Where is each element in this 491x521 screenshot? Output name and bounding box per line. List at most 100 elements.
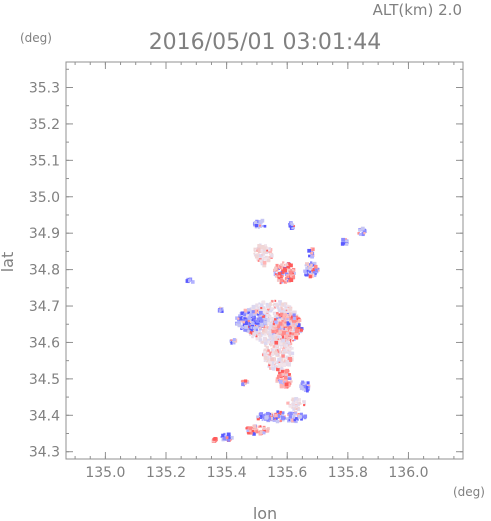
- data-point: [290, 405, 295, 409]
- data-point: [298, 327, 301, 330]
- y-unit-label: (deg): [20, 31, 52, 45]
- data-point: [303, 404, 306, 407]
- data-point: [232, 338, 236, 342]
- data-point: [246, 314, 249, 317]
- data-point: [243, 319, 246, 322]
- data-point: [258, 224, 262, 227]
- data-point: [260, 324, 264, 328]
- data-point: [287, 315, 291, 319]
- data-point: [258, 323, 262, 327]
- data-point: [271, 325, 274, 328]
- y-tick-label: 34.6: [29, 335, 60, 351]
- data-point: [285, 386, 288, 389]
- data-point: [230, 342, 233, 344]
- data-point: [250, 309, 253, 313]
- data-point: [285, 263, 289, 266]
- data-point: [253, 320, 258, 325]
- data-point: [281, 378, 285, 382]
- data-point: [255, 430, 259, 434]
- data-point: [263, 326, 267, 330]
- data-point: [291, 312, 294, 315]
- data-point: [345, 242, 349, 246]
- data-point: [289, 223, 293, 227]
- data-point: [260, 415, 263, 418]
- data-point: [300, 383, 303, 386]
- data-point: [283, 328, 286, 330]
- data-point: [291, 402, 295, 407]
- data-point: [288, 262, 291, 266]
- data-point: [285, 359, 289, 364]
- data-point: [288, 361, 291, 364]
- data-point: [297, 333, 300, 335]
- data-point: [281, 316, 284, 319]
- data-point: [303, 381, 306, 384]
- data-point: [281, 271, 285, 274]
- data-point: [301, 415, 305, 419]
- data-point: [280, 369, 284, 373]
- data-point: [287, 351, 292, 355]
- data-point: [295, 404, 298, 408]
- data-point: [293, 225, 296, 227]
- data-point: [247, 318, 252, 323]
- data-point: [253, 252, 256, 255]
- data-point: [262, 263, 267, 268]
- data-point: [307, 386, 310, 389]
- data-point: [281, 331, 286, 335]
- data-point: [285, 332, 289, 335]
- data-point: [267, 338, 270, 342]
- data-point: [275, 377, 280, 382]
- data-point: [294, 407, 297, 410]
- y-tick-label: 34.7: [29, 299, 60, 315]
- data-point: [283, 375, 288, 380]
- data-point: [276, 410, 280, 414]
- data-point: [274, 266, 278, 271]
- data-point: [292, 316, 296, 321]
- data-point: [263, 306, 266, 309]
- data-point: [287, 337, 291, 341]
- data-point: [247, 311, 250, 315]
- data-point: [303, 269, 307, 273]
- data-point: [258, 302, 261, 305]
- data-point: [284, 316, 289, 321]
- data-point: [284, 347, 287, 349]
- data-point: [258, 333, 261, 336]
- data-point: [249, 321, 252, 324]
- data-point: [235, 316, 239, 320]
- data-point: [251, 429, 255, 433]
- data-point: [275, 362, 278, 365]
- data-point: [282, 373, 285, 376]
- data-point: [286, 265, 291, 269]
- data-point: [286, 346, 290, 350]
- data-point: [284, 333, 288, 338]
- data-point: [284, 306, 287, 309]
- data-point: [340, 242, 345, 246]
- data-point: [264, 244, 267, 248]
- data-point: [228, 436, 231, 440]
- data-point: [271, 348, 274, 351]
- data-point: [268, 247, 271, 250]
- data-point: [270, 321, 273, 323]
- data-point: [272, 304, 275, 306]
- data-point: [289, 263, 293, 268]
- data-point: [261, 300, 266, 305]
- data-point: [188, 278, 192, 281]
- data-point: [245, 427, 248, 430]
- data-point: [291, 355, 294, 358]
- data-point: [243, 318, 246, 320]
- data-point: [256, 319, 260, 324]
- data-point: [274, 318, 277, 321]
- data-point: [277, 335, 281, 339]
- data-point: [277, 304, 279, 307]
- data-point: [268, 303, 272, 307]
- data-point: [278, 348, 281, 351]
- data-point: [238, 324, 242, 327]
- data-point: [244, 311, 248, 315]
- data-point: [260, 245, 264, 249]
- data-point: [271, 341, 274, 344]
- data-point: [257, 220, 260, 223]
- data-point: [279, 275, 283, 279]
- data-point: [291, 397, 296, 402]
- data-point: [292, 271, 296, 275]
- data-point: [315, 269, 319, 273]
- data-point: [299, 384, 303, 389]
